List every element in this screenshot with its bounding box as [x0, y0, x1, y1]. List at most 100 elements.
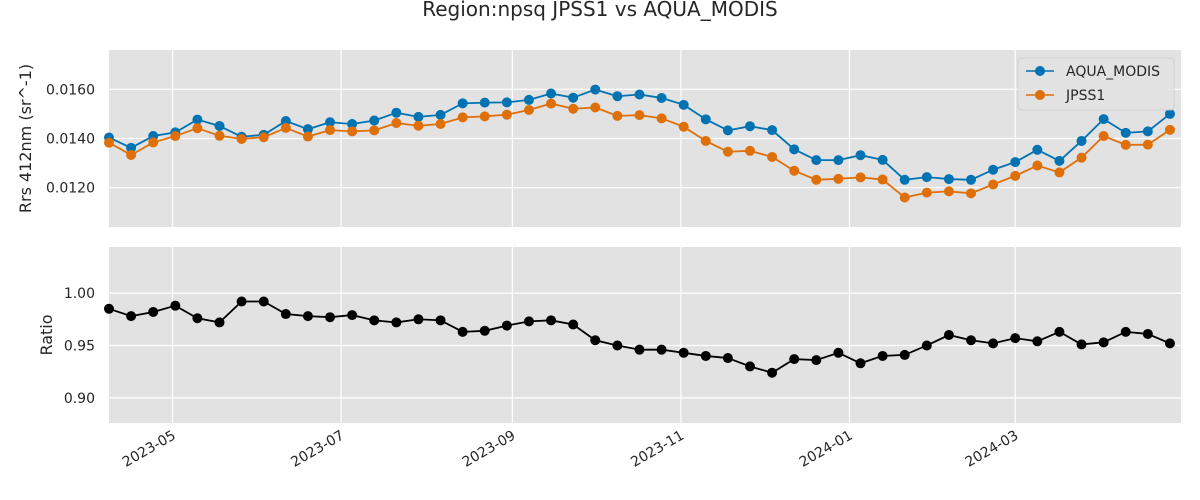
bottom-series-0-point [546, 315, 557, 326]
x-tick-label: 2023-05 [120, 428, 179, 471]
bottom-series-0-point [170, 300, 181, 311]
top-series-0-point [479, 97, 490, 108]
top-series-0-point [214, 120, 225, 131]
top-series-0-point [656, 92, 667, 103]
top-series-0-point [192, 114, 203, 125]
top-series-0-point [767, 125, 778, 136]
top-series-1-point [899, 192, 910, 203]
bottom-series-0-point [148, 306, 159, 317]
top-series-0-point [921, 172, 932, 183]
top-series-0-point [523, 94, 534, 105]
top-series-1-point [634, 110, 645, 121]
bottom-series-0-point [744, 361, 755, 372]
top-series-1-point [1054, 167, 1065, 178]
bottom-panel-background [109, 247, 1181, 423]
top-series-1-point [988, 179, 999, 190]
top-series-1-point [523, 104, 534, 115]
bottom-series-0-point [1076, 339, 1087, 350]
bottom-series-0-point [656, 344, 667, 355]
top-series-1-point [280, 122, 291, 133]
bottom-series-0-point [369, 315, 380, 326]
bottom-panel: 0.90 0.95 1.00 Ratio [37, 247, 1181, 423]
top-series-0-point [568, 92, 579, 103]
top-series-1-point [192, 123, 203, 134]
top-series-1-point [258, 132, 269, 143]
top-series-1-point [1010, 170, 1021, 181]
top-series-0-point [899, 174, 910, 185]
top-series-0-point [1010, 157, 1021, 168]
top-panel-grid [109, 50, 1181, 227]
bottom-series-0-point [457, 326, 468, 337]
top-y-tick-label: 0.0140 [46, 132, 95, 148]
top-series-1-point [1098, 131, 1109, 142]
top-series-1-point [369, 125, 380, 136]
legend-marker-jpss1 [1035, 90, 1045, 100]
top-series-1-point [325, 125, 336, 136]
top-series-1-point [855, 172, 866, 183]
top-series-1-point [568, 103, 579, 114]
legend-marker-aqua-modis [1035, 66, 1045, 76]
bottom-y-tick-label: 0.95 [64, 338, 95, 354]
top-series-0-point [280, 116, 291, 127]
top-series-1-point [1032, 160, 1043, 171]
bottom-series-0-point [700, 350, 711, 361]
top-series-0-point [369, 115, 380, 126]
top-series-0-point [700, 114, 711, 125]
x-axis-ticks: 2023-05 2023-07 2023-09 2023-11 2024-01 2024-… [120, 428, 1021, 471]
top-series-1-point [590, 102, 601, 113]
top-series-1-point [943, 186, 954, 197]
bottom-y-tick-label: 0.90 [64, 391, 95, 407]
bottom-series-0-point [767, 367, 778, 378]
top-series-0-point [877, 154, 888, 165]
bottom-series-0-point [678, 347, 689, 358]
top-series-1-point [347, 126, 358, 137]
top-series-0-point [789, 144, 800, 155]
top-series-1-point [546, 98, 557, 109]
bottom-series-0-point [634, 344, 645, 355]
x-tick-label: 2023-09 [460, 428, 519, 471]
top-series-1-point [435, 118, 446, 129]
top-series-1-point [302, 131, 313, 142]
top-series-0-point [943, 174, 954, 185]
top-series-0-point [347, 118, 358, 129]
top-series-1-point [413, 120, 424, 131]
top-series-1-point [877, 174, 888, 185]
top-series-0-point [413, 111, 424, 122]
top-panel-y-ticks: 0.0120 0.0140 0.0160 [46, 82, 95, 196]
legend-label-aqua-modis: AQUA_MODIS [1066, 64, 1160, 80]
top-series-1-point [811, 174, 822, 185]
top-series-0-point [1076, 135, 1087, 146]
top-series-1-point [501, 109, 512, 120]
top-series-0-point [457, 98, 468, 109]
bottom-series-0-point [899, 349, 910, 360]
bottom-series-0-point [1054, 326, 1065, 337]
top-series-0-point [634, 89, 645, 100]
top-series-0-point [435, 109, 446, 120]
bottom-y-tick-label: 1.00 [64, 286, 95, 302]
bottom-series-0-point [833, 347, 844, 358]
top-series-1-point [1142, 139, 1153, 150]
bottom-series-0-point [1120, 326, 1131, 337]
top-series-0-point [833, 155, 844, 166]
top-series-0-point [722, 125, 733, 136]
bottom-series-0-point [413, 314, 424, 325]
bottom-series-0-point [325, 312, 336, 323]
top-panel: 0.0120 0.0140 0.0160 Rrs 412nm (sr^-1) AQU… [16, 50, 1181, 227]
bottom-series-0-point [1164, 338, 1175, 349]
bottom-series-0-point [921, 340, 932, 351]
x-tick-label: 2023-07 [288, 428, 347, 471]
top-series-0-point [1054, 155, 1065, 166]
bottom-series-0-point [501, 320, 512, 331]
bottom-series-0-point [590, 335, 601, 346]
top-series-1-point [966, 188, 977, 199]
top-series-1-point [767, 151, 778, 162]
top-series-1-point [1076, 152, 1087, 163]
bottom-series-0-point [943, 330, 954, 340]
x-tick-label: 2024-01 [797, 428, 856, 471]
top-series-0-point [966, 174, 977, 185]
top-series-1-point [1120, 139, 1131, 150]
bottom-series-0-point [988, 338, 999, 349]
bottom-series-0-point [347, 310, 358, 321]
bottom-series-0-point [789, 354, 800, 365]
